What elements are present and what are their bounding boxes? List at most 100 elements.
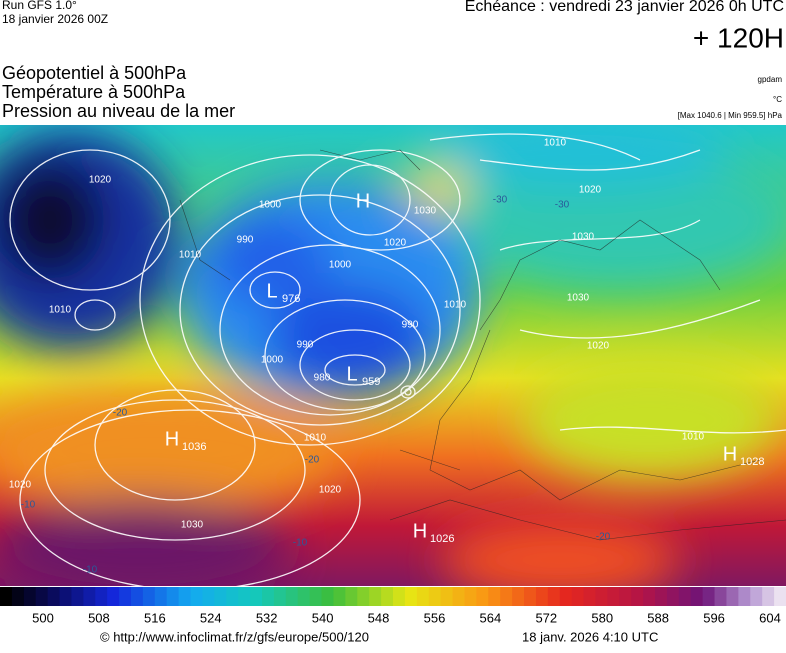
isobar-label: 1010	[444, 300, 467, 311]
color-swatch	[404, 587, 418, 606]
color-swatch	[309, 587, 323, 606]
color-swatch	[71, 587, 84, 606]
isobar-label: 1010	[304, 433, 327, 444]
colorbar-tick-label: 588	[647, 610, 669, 625]
color-swatch	[202, 587, 215, 606]
color-swatch	[345, 587, 358, 606]
color-swatch	[428, 587, 442, 606]
color-swatch	[512, 587, 525, 606]
color-swatch	[750, 587, 763, 606]
color-swatch	[166, 587, 180, 606]
run-date: 18 janvier 2026 00Z	[2, 12, 108, 26]
isobar-label: 990	[297, 340, 314, 351]
color-swatch	[154, 587, 168, 606]
isobar-label: 1030	[572, 232, 595, 243]
lead-time: + 120H	[693, 22, 784, 53]
colorbar-tick-label: 500	[32, 610, 54, 625]
color-swatch	[774, 587, 786, 606]
colorbar-tick-label: 540	[312, 610, 334, 625]
isotherm-label: -30	[555, 200, 570, 211]
colorbar-tick-label: 548	[368, 610, 390, 625]
color-swatch	[142, 587, 156, 606]
color-swatch	[524, 587, 537, 606]
pressure-value: 976	[282, 293, 300, 305]
isobar-label: 1030	[414, 206, 437, 217]
color-swatch	[285, 587, 299, 606]
color-swatch	[500, 587, 513, 606]
pressure-value: 959	[362, 376, 380, 388]
color-swatch	[226, 587, 239, 606]
isotherm-label: -20	[596, 532, 611, 543]
pressure-center: H	[413, 520, 427, 542]
color-swatch	[119, 587, 132, 606]
isobar-label: 980	[314, 373, 331, 384]
color-swatch	[0, 587, 13, 606]
isobar-label: 1020	[9, 480, 32, 491]
color-swatch	[488, 587, 501, 606]
color-swatch	[35, 587, 49, 606]
color-swatch	[47, 587, 61, 606]
unit: °C	[773, 95, 782, 104]
isobar-label: 1010	[544, 138, 567, 149]
isotherm-label: -20	[113, 408, 128, 419]
color-swatch	[559, 587, 573, 606]
color-swatch	[59, 587, 72, 606]
colorbar-tick-label: 532	[256, 610, 278, 625]
color-swatch	[666, 587, 680, 606]
colorbar-tick-label: 564	[480, 610, 502, 625]
color-swatch	[440, 587, 454, 606]
color-swatch	[273, 587, 287, 606]
color-swatch	[178, 587, 192, 606]
pressure-value: 1026	[430, 533, 454, 545]
isotherm-label: -10	[21, 500, 36, 511]
isobar-label: 990	[402, 320, 419, 331]
color-swatch	[452, 587, 465, 606]
isobar-label: 1020	[89, 175, 112, 186]
color-swatch	[547, 587, 561, 606]
colorbar-tick-label: 604	[759, 610, 781, 625]
color-swatch	[619, 587, 632, 606]
color-swatch	[476, 587, 489, 606]
title: Géopotentiel à 500hPa	[2, 63, 187, 83]
isobar-label: 1020	[384, 238, 407, 249]
title: Pression au niveau de la mer	[2, 101, 235, 121]
isobar-label: 1020	[587, 341, 610, 352]
color-swatch	[416, 587, 430, 606]
isobar-label: 990	[237, 235, 254, 246]
color-swatch	[83, 587, 96, 606]
color-swatch	[607, 587, 620, 606]
isobar-label: 1030	[567, 293, 590, 304]
isobar-label: 1010	[682, 432, 705, 443]
colorbar-tick-label: 516	[144, 610, 166, 625]
color-swatch	[357, 587, 370, 606]
color-swatch	[333, 587, 346, 606]
color-swatch	[464, 587, 477, 606]
color-swatch	[95, 587, 108, 606]
isotherm-label: -10	[293, 538, 308, 549]
color-swatch	[11, 587, 25, 606]
color-swatch	[297, 587, 311, 606]
color-swatch	[714, 587, 727, 606]
color-swatch	[262, 587, 275, 606]
pressure-center: H	[356, 190, 370, 212]
isotherm-label: -20	[305, 455, 320, 466]
isobar-label: 1020	[319, 485, 342, 496]
isobar-label: 1030	[181, 520, 204, 531]
color-swatch	[190, 587, 203, 606]
color-swatch	[369, 587, 382, 606]
color-swatch	[643, 587, 656, 606]
pressure-center: L	[266, 280, 277, 302]
colorbar: 500 508 516 524 532 540 548 556 564 572 580 588 596 6…	[0, 587, 786, 625]
colorbar-tick-label: 572	[535, 610, 557, 625]
isobar-label: 1010	[49, 305, 72, 316]
isobar-label: 1010	[179, 250, 202, 261]
color-swatch	[131, 587, 144, 606]
isotherm-label: -30	[493, 195, 508, 206]
pressure-center: L	[346, 363, 357, 385]
color-swatch	[321, 587, 334, 606]
colorbar-tick-label: 596	[703, 610, 725, 625]
color-swatch	[214, 587, 227, 606]
pressure-center: H	[723, 443, 737, 465]
